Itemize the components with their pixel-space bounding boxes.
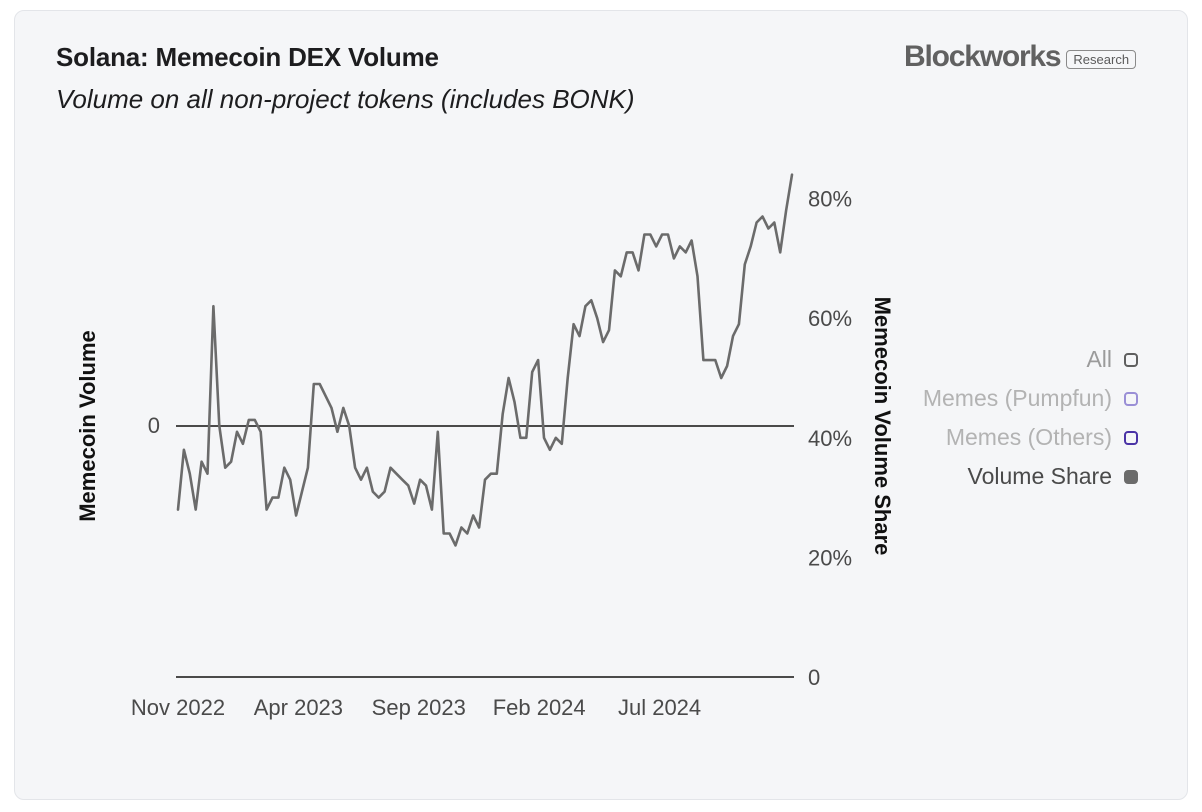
legend-label-memes-others: Memes (Others) (945, 424, 1112, 450)
left-tick-0: 0 (148, 413, 160, 438)
legend-item-memes-pumpfun[interactable]: Memes (Pumpfun) (860, 379, 1138, 418)
x-tick-label: Jul 2024 (618, 695, 701, 720)
legend-swatch-all (1124, 352, 1138, 367)
x-tick-label: Apr 2023 (254, 695, 343, 720)
right-axis-title: Memecoin Volume Share (870, 297, 895, 556)
legend-swatch-volume-share (1124, 469, 1138, 484)
legend-item-volume-share[interactable]: Volume Share (860, 457, 1138, 496)
right-tick-label: 0 (808, 665, 820, 690)
chart-title: Solana: Memecoin DEX Volume (56, 42, 439, 72)
right-tick-label: 40% (808, 426, 852, 451)
legend-item-memes-others[interactable]: Memes (Others) (860, 418, 1138, 457)
right-axis-ticks: 0 20% 40% 60% 80% (808, 187, 852, 690)
right-tick-label: 20% (808, 545, 852, 570)
legend-label-volume-share: Volume Share (967, 463, 1112, 489)
x-tick-label: Feb 2024 (493, 695, 586, 720)
left-axis-title: Memecoin Volume (75, 330, 100, 522)
legend: All Memes (Pumpfun) Memes (Others) Volum… (860, 340, 1138, 496)
legend-swatch-memes-others (1124, 430, 1138, 445)
x-tick-label: Sep 2023 (372, 695, 466, 720)
legend-label-memes-pumpfun: Memes (Pumpfun) (922, 385, 1112, 411)
series-line-volume-share (176, 173, 794, 547)
brand-logo: Blockworks Research (904, 40, 1137, 74)
x-tick-label: Nov 2022 (131, 695, 225, 720)
right-tick-label: 60% (808, 306, 852, 331)
brand-badge: Research (1066, 49, 1137, 69)
brand-name: Blockworks (904, 40, 1062, 73)
legend-swatch-memes-pumpfun (1124, 391, 1138, 406)
right-tick-label: 80% (808, 187, 852, 212)
chart-subtitle: Volume on all non-project tokens (includ… (56, 84, 635, 114)
legend-item-all[interactable]: All (860, 340, 1138, 379)
legend-label-all: All (1086, 346, 1112, 372)
series-layer (176, 173, 794, 547)
x-axis-ticks: Nov 2022 Apr 2023 Sep 2023 Feb 2024 Jul 2024 (131, 695, 701, 720)
